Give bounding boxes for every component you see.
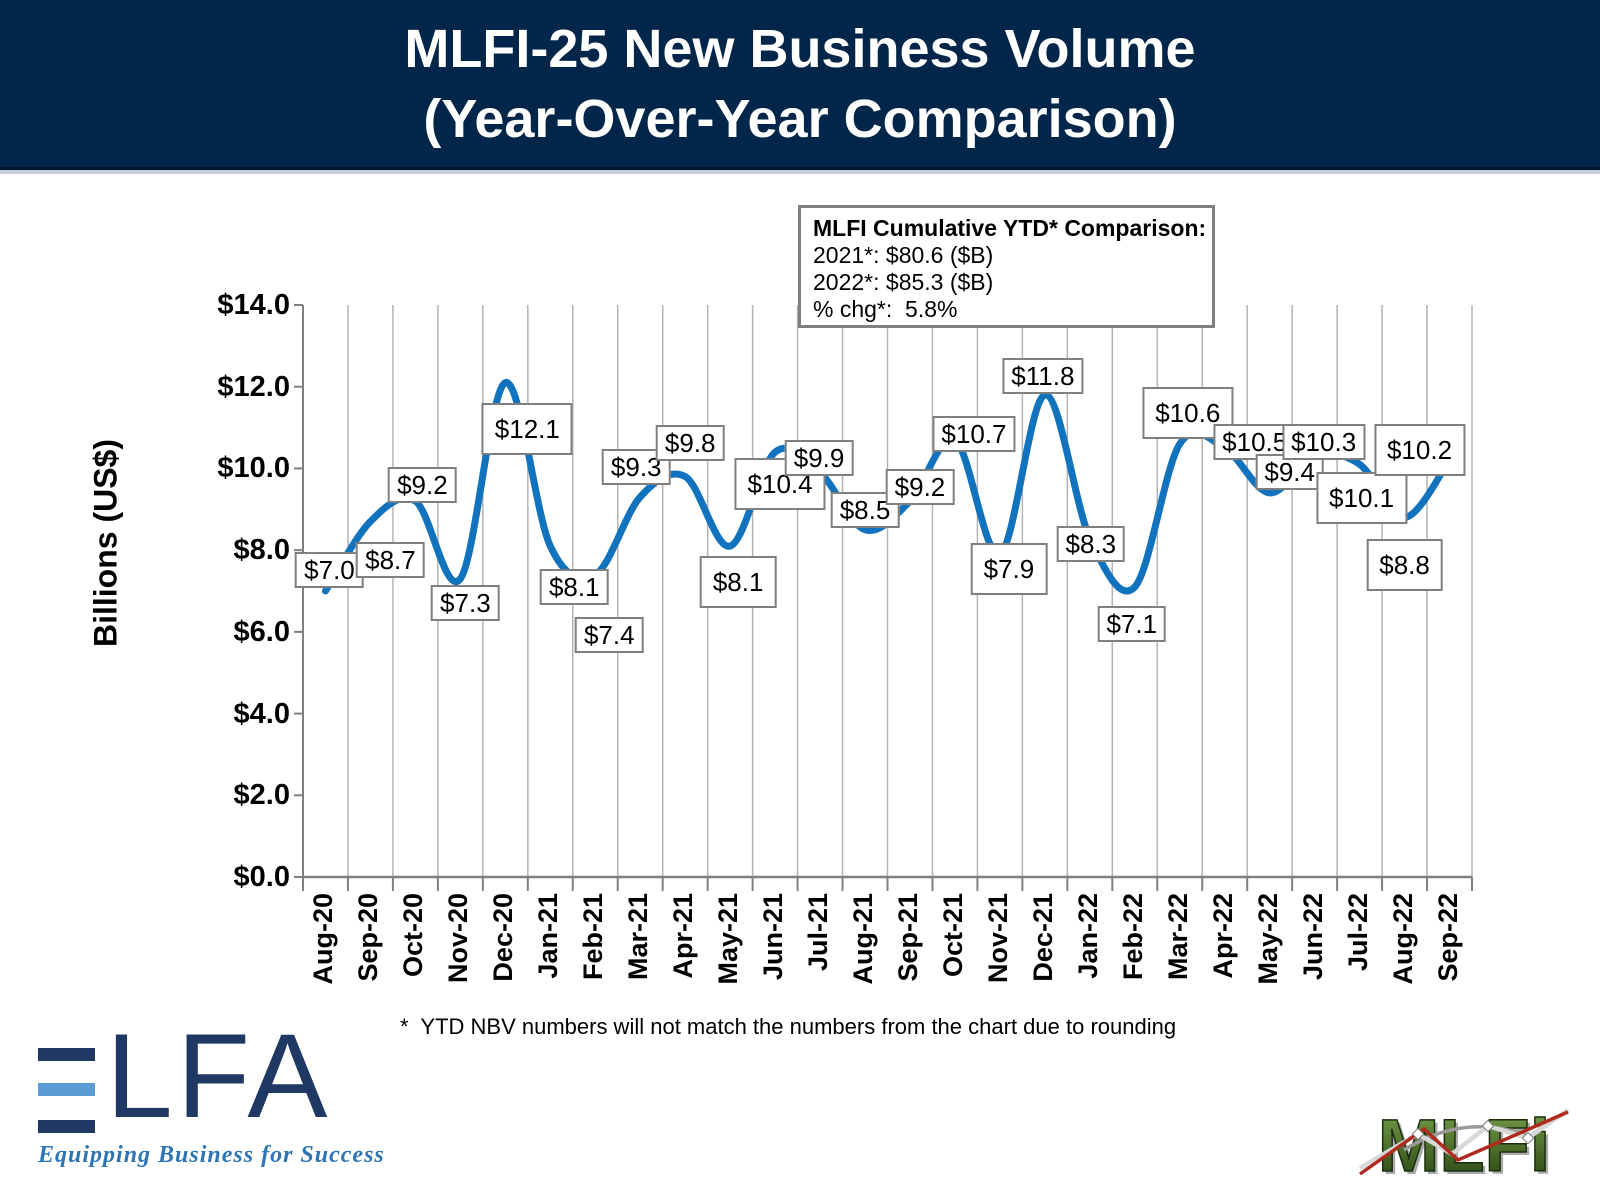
x-tick-label: Aug-20 <box>308 893 339 985</box>
y-tick-label: $4.0 <box>233 697 290 730</box>
chart-title-line1: MLFI-25 New Business Volume <box>404 18 1196 79</box>
mlfi-logo: MLFi MLFi <box>1358 1103 1570 1188</box>
x-tick-label: Jun-22 <box>1297 893 1328 981</box>
ytd-2021-value: 2021*: $80.6 ($B) <box>813 242 994 268</box>
x-tick-label: May-21 <box>713 893 744 985</box>
elfa-tagline: Equipping Business for Success <box>38 1142 385 1168</box>
x-tick-label: Jan-22 <box>1072 893 1103 979</box>
header-divider <box>0 170 1600 174</box>
elfa-e-bar-bottom <box>38 1120 95 1133</box>
x-tick-label: Jul-21 <box>803 893 834 972</box>
ytd-pct-change: % chg*: 5.8% <box>813 296 958 322</box>
x-tick-label: Aug-22 <box>1387 893 1418 985</box>
data-label: $10.7 <box>932 415 1016 452</box>
data-label: $10.1 <box>1316 472 1408 525</box>
x-tick-label: May-22 <box>1252 893 1283 985</box>
x-tick-label: Oct-21 <box>937 893 968 978</box>
ytd-heading: MLFI Cumulative YTD* Comparison: <box>813 215 1207 241</box>
elfa-letters: LFA <box>106 1009 332 1143</box>
x-tick-label: Jan-21 <box>533 893 564 979</box>
x-tick-label: Sep-21 <box>892 893 923 982</box>
data-label: $10.6 <box>1142 386 1234 439</box>
title-banner: MLFI-25 New Business Volume (Year-Over-Y… <box>0 0 1600 170</box>
y-tick-label: $0.0 <box>233 861 290 893</box>
x-tick-label: Oct-20 <box>398 893 429 978</box>
elfa-logo: LFA Equipping Business for Success <box>38 1009 384 1180</box>
data-label: $10.2 <box>1373 424 1466 477</box>
data-label: $8.1 <box>539 569 609 606</box>
x-tick-label: Apr-22 <box>1207 893 1238 979</box>
data-label: $8.8 <box>1366 539 1443 592</box>
data-label: $8.3 <box>1056 525 1126 562</box>
y-tick-label: $12.0 <box>217 370 290 403</box>
x-tick-label: Jul-22 <box>1342 893 1373 972</box>
mlfi-line-markers <box>1411 1119 1535 1145</box>
data-label: $9.2 <box>885 469 955 506</box>
y-tick-label: $8.0 <box>233 534 290 567</box>
y-tick-label: $6.0 <box>233 615 290 648</box>
x-tick-label: Dec-21 <box>1027 893 1058 982</box>
x-tick-label: Sep-20 <box>353 893 384 982</box>
data-label: $12.1 <box>481 402 573 455</box>
data-label: $7.3 <box>431 584 500 621</box>
x-tick-label: Feb-22 <box>1117 893 1148 981</box>
data-label: $9.9 <box>784 439 854 476</box>
data-label: $7.4 <box>574 616 644 653</box>
x-tick-label: Nov-21 <box>982 893 1013 984</box>
chart-title-line2: (Year-Over-Year Comparison) <box>423 88 1177 149</box>
x-tick-label: Apr-21 <box>668 893 699 979</box>
data-label: $8.5 <box>830 491 900 528</box>
data-label: $9.2 <box>388 467 457 504</box>
x-tick-label: Dec-20 <box>488 893 519 982</box>
x-tick-label: Sep-22 <box>1432 893 1463 982</box>
x-tick-label: Feb-21 <box>578 893 609 981</box>
data-label: $11.8 <box>1002 357 1084 394</box>
y-tick-label: $2.0 <box>233 779 290 812</box>
elfa-e-bar-middle <box>38 1083 95 1096</box>
x-tick-label: Aug-21 <box>848 893 879 985</box>
data-label: $9.8 <box>655 424 725 461</box>
ytd-comparison-box: MLFI Cumulative YTD* Comparison: 2021*: … <box>798 205 1215 328</box>
elfa-e-bar-top <box>38 1048 95 1061</box>
x-tick-label: Mar-22 <box>1162 893 1193 981</box>
y-tick-label: $14.0 <box>217 289 290 321</box>
data-label: $10.3 <box>1282 424 1366 461</box>
mlfi-red-line <box>1358 1110 1569 1176</box>
data-label: $7.1 <box>1097 605 1167 642</box>
data-label: $7.9 <box>970 543 1048 596</box>
data-label: $8.1 <box>699 556 777 609</box>
data-label: $8.7 <box>356 541 425 578</box>
mlfi-arc-line <box>1403 1125 1531 1152</box>
x-tick-label: Jun-21 <box>758 893 789 981</box>
x-tick-label: Nov-20 <box>443 893 474 984</box>
data-label: $7.0 <box>295 552 364 588</box>
ytd-2022-value: 2022*: $85.3 ($B) <box>813 269 994 295</box>
x-tick-label: Mar-21 <box>623 893 654 981</box>
y-tick-label: $10.0 <box>217 452 290 485</box>
footnote: * YTD NBV numbers will not match the num… <box>400 1014 1177 1039</box>
